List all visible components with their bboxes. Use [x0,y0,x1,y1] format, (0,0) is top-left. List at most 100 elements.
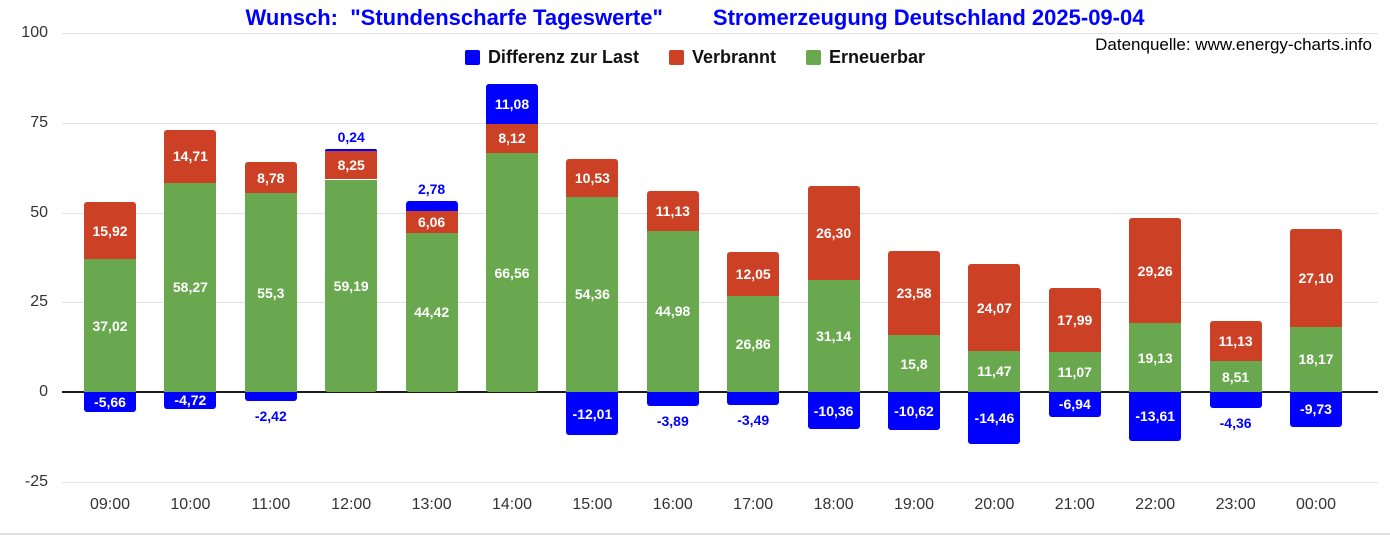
bar-value-differenz: -14,46 [974,409,1015,426]
bar-value-erneuerbar: 18,17 [1298,351,1334,368]
bar-segment-verbrannt[interactable] [1209,321,1262,362]
bar-segment-erneuerbar[interactable] [888,335,940,392]
bar-value-differenz: 2,78 [417,180,446,197]
bar-segment-erneuerbar[interactable] [1048,352,1101,392]
x-axis-tick-label: 20:00 [974,496,1015,513]
bar-segment-verbrannt[interactable] [405,210,458,233]
x-axis-tick-label: 10:00 [170,496,211,513]
bar-segment-erneuerbar[interactable] [727,295,780,392]
legend-swatch-icon [806,50,821,65]
bar-segment-verbrannt[interactable] [84,201,136,260]
bar-value-differenz: -9,73 [1300,401,1332,418]
gridline [62,212,1378,214]
bar-segment-erneuerbar[interactable] [807,280,860,392]
bar-value-differenz: -3,89 [656,412,689,429]
bar-value-differenz: -5,66 [94,394,126,411]
legend-label: Verbrannt [691,47,776,67]
bar-segment-verbrannt[interactable] [727,252,780,296]
bar-segment-differenz[interactable] [1290,392,1342,427]
legend-label: Erneuerbar [829,47,926,67]
bar-value-verbrannt: 14,71 [172,148,208,165]
bar-segment-differenz[interactable] [84,392,136,413]
bar-segment-differenz[interactable] [888,392,940,431]
bar-segment-differenz[interactable] [646,392,699,406]
bar-segment-differenz[interactable] [244,392,297,401]
chart-legend: Differenz zur Last Verbrannt Erneuerbar [0,47,1390,68]
bar-value-erneuerbar: 59,19 [333,277,369,294]
bar-value-differenz: -13,61 [1135,408,1176,425]
bar-segment-verbrannt[interactable] [164,130,217,183]
bar-value-differenz: 0,24 [337,129,365,146]
chart-title: Wunsch: "Stundenscharfe Tageswerte" Stro… [0,5,1390,31]
bar-value-erneuerbar: 54,36 [574,286,610,303]
bar-segment-verbrannt[interactable] [1129,218,1182,324]
bar-segment-erneuerbar[interactable] [566,196,619,392]
bar-value-erneuerbar: 58,27 [172,279,208,296]
bar-segment-verbrannt[interactable] [486,123,538,154]
bottom-border [0,533,1390,535]
bar-segment-verbrannt[interactable] [1048,287,1101,353]
bar-segment-erneuerbar[interactable] [325,179,378,392]
bar-segment-verbrannt[interactable] [807,185,860,281]
bar-segment-erneuerbar[interactable] [1129,323,1182,392]
bar-segment-differenz[interactable] [486,84,538,124]
x-axis-tick-label: 17:00 [733,496,774,513]
x-axis-tick-label: 15:00 [572,496,613,513]
bar-segment-erneuerbar[interactable] [1209,361,1262,392]
bar-segment-differenz[interactable] [164,392,217,409]
bar-segment-differenz[interactable] [1129,392,1182,441]
bar-value-verbrannt: 23,58 [896,284,932,301]
bar-segment-erneuerbar[interactable] [486,153,538,392]
bar-segment-verbrannt[interactable] [888,250,940,336]
bar-value-differenz: -4,36 [1219,414,1252,431]
bar-segment-differenz[interactable] [405,200,458,211]
bar-segment-erneuerbar[interactable] [646,230,699,392]
bar-value-erneuerbar: 19,13 [1137,349,1173,366]
bar-value-differenz: -4,72 [174,392,207,409]
y-axis-tick-label: 25 [30,293,48,311]
bar-segment-verbrannt[interactable] [566,159,619,197]
bar-value-erneuerbar: 11,47 [977,363,1012,380]
bar-segment-differenz[interactable] [727,392,780,405]
data-source-label: Datenquelle: www.energy-charts.info [1095,35,1372,54]
bar-value-differenz: -2,42 [254,407,287,424]
x-axis-tick-label: 12:00 [331,496,372,513]
bar-segment-differenz[interactable] [325,149,378,152]
bar-segment-verbrannt[interactable] [1290,229,1342,327]
y-axis-tick-label: 75 [30,113,48,131]
y-axis-tick-label: 100 [21,24,48,41]
y-axis-tick-label: 50 [30,203,48,221]
bar-segment-verbrannt[interactable] [244,161,297,194]
gridline [62,33,1378,34]
bar-segment-erneuerbar[interactable] [164,182,217,392]
bar-segment-differenz[interactable] [807,392,860,430]
bar-segment-verbrannt[interactable] [968,264,1021,351]
bar-segment-verbrannt[interactable] [325,149,378,180]
bar-segment-erneuerbar[interactable] [1290,326,1342,392]
bar-segment-differenz[interactable] [1048,392,1101,417]
legend-item-0[interactable]: Differenz zur Last [464,47,639,68]
legend-label: Differenz zur Last [487,47,639,67]
bar-value-verbrannt: 8,12 [498,130,526,147]
bar-segment-verbrannt[interactable] [646,190,699,231]
bar-value-verbrannt: 27,10 [1298,270,1334,287]
gridline [62,302,1378,304]
bar-value-verbrannt: 8,78 [257,169,285,186]
bar-segment-erneuerbar[interactable] [968,350,1021,392]
bar-segment-differenz[interactable] [1209,392,1262,408]
bar-segment-differenz[interactable] [566,392,619,436]
legend-item-2[interactable]: Erneuerbar [806,47,925,68]
bar-segment-erneuerbar[interactable] [244,193,297,392]
bar-value-verbrannt: 10,53 [574,169,610,186]
bar-segment-erneuerbar[interactable] [405,232,458,392]
bar-segment-differenz[interactable] [968,392,1021,444]
legend-swatch-icon [668,50,684,65]
bar-value-erneuerbar: 15,8 [900,355,928,372]
x-axis-tick-label: 00:00 [1295,496,1337,513]
bar-value-verbrannt: 8,25 [337,156,365,173]
legend-item-1[interactable]: Verbrannt [668,47,776,68]
bar-segment-erneuerbar[interactable] [84,259,136,392]
bar-value-verbrannt: 24,07 [976,299,1012,316]
x-axis-tick-label: 19:00 [893,496,935,513]
bar-value-verbrannt: 11,13 [1218,333,1253,350]
